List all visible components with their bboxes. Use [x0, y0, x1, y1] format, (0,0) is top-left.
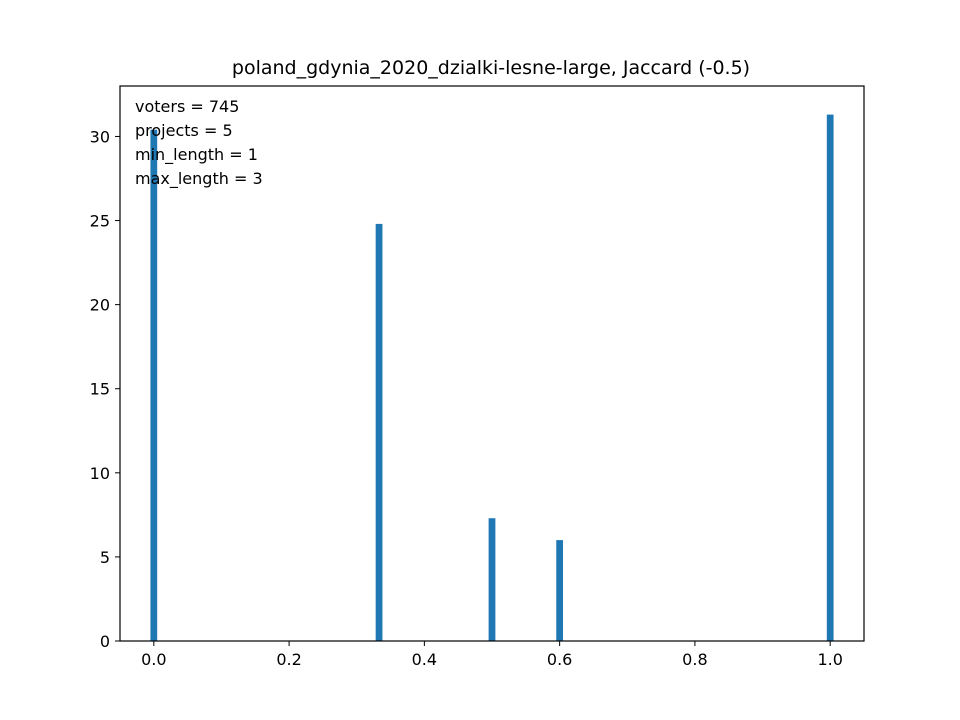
x-tick-label: 0.6: [547, 650, 572, 669]
y-axis: 0 5 10 15 20 25 30: [90, 127, 120, 651]
y-tick-label: 25: [90, 212, 110, 231]
x-tick-label: 1.0: [817, 650, 842, 669]
x-tick-label: 0.4: [412, 650, 437, 669]
bars-group: [150, 114, 834, 641]
chart-title: poland_gdynia_2020_dzialki-lesne-large, …: [232, 57, 750, 79]
y-tick-label: 10: [90, 464, 110, 483]
bar: [488, 518, 496, 641]
x-axis: 0.0 0.2 0.4 0.6 0.8 1.0: [141, 641, 843, 669]
y-tick-label: 30: [90, 127, 110, 146]
bar: [826, 114, 834, 641]
x-tick-label: 0.0: [141, 650, 166, 669]
y-tick-label: 5: [100, 548, 110, 567]
x-tick-label: 0.8: [682, 650, 707, 669]
x-tick-label: 0.2: [276, 650, 301, 669]
annotation-line: min_length = 1: [135, 145, 258, 165]
annotation-line: max_length = 3: [135, 169, 263, 189]
y-tick-label: 15: [90, 380, 110, 399]
annotation-line: voters = 745: [135, 97, 239, 116]
y-tick-label: 20: [90, 296, 110, 315]
bar: [375, 223, 383, 641]
annotation-line: projects = 5: [135, 121, 233, 140]
plot-frame: [119, 85, 865, 642]
stats-annotation: voters = 745 projects = 5 min_length = 1 ma…: [135, 97, 263, 189]
bar: [556, 540, 564, 641]
bar: [150, 129, 158, 641]
y-tick-label: 0: [100, 632, 110, 651]
